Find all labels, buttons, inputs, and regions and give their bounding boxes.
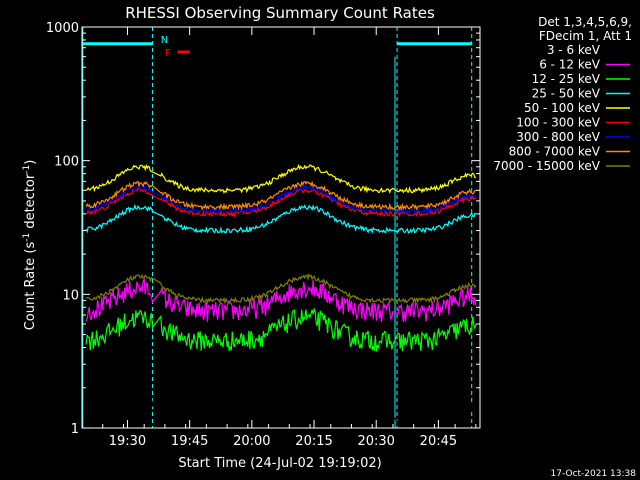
- legend-label-8: 7000 - 15000 keV: [493, 159, 600, 173]
- x-tick-label-3: 20:15: [295, 434, 332, 449]
- series-2: [85, 306, 477, 352]
- legend-label-2: 12 - 25 keV: [532, 72, 601, 86]
- legend-header-line-2: FDecim 1, Att 1: [539, 29, 632, 43]
- series-3: [85, 203, 477, 235]
- series-8: [85, 273, 477, 305]
- x-tick-label-2: 20:00: [233, 434, 270, 449]
- y-tick-label-3: 1000: [46, 21, 79, 36]
- legend-label-0: 3 - 6 keV: [547, 43, 601, 57]
- series-line-7: [85, 180, 477, 212]
- series-line-8: [85, 273, 477, 305]
- legend-label-5: 100 - 300 keV: [516, 116, 600, 130]
- series-0: [85, 356, 477, 429]
- axes: 1 10 100 1000 19:30 19:45 20:00 20:15 20:30 20:45: [46, 21, 481, 449]
- timestamp: 17-Oct-2021 13:38: [551, 469, 637, 479]
- y-axis-label: Count Rate (s-1 detector-1): [22, 160, 38, 331]
- series-line-3: [85, 203, 477, 235]
- legend-label-1: 6 - 12 keV: [539, 58, 601, 72]
- legend-header-line-1: Det 1,3,4,5,6,9,: [538, 15, 632, 29]
- series-line-4: [85, 163, 477, 194]
- series-line-5: [85, 187, 477, 219]
- series-line-0: [85, 356, 477, 429]
- chart-title: RHESSI Observing Summary Count Rates: [125, 4, 435, 22]
- series-1: [85, 277, 477, 323]
- series-line-2: [85, 306, 477, 352]
- y-tick-label-0: 1: [71, 422, 79, 437]
- x-tick-label-5: 20:45: [420, 434, 457, 449]
- x-tick-label-1: 19:45: [171, 434, 208, 449]
- series-5: [85, 187, 477, 219]
- plot-frame: [81, 26, 481, 429]
- legend: Det 1,3,4,5,6,9, FDecim 1, Att 1 3 - 6 k…: [493, 15, 632, 173]
- y-tick-label-2: 100: [54, 155, 79, 170]
- legend-label-7: 800 - 7000 keV: [509, 145, 601, 159]
- legend-label-6: 300 - 800 keV: [516, 130, 600, 144]
- series-4: [85, 163, 477, 194]
- flag-f-label: F: [165, 48, 171, 59]
- legend-label-4: 50 - 100 keV: [524, 101, 601, 115]
- x-tick-label-4: 20:30: [357, 434, 394, 449]
- x-axis-label: Start Time (24-Jul-02 19:19:02): [178, 456, 381, 471]
- y-tick-label-1: 10: [62, 288, 79, 303]
- plot-area: NF: [81, 27, 477, 429]
- flag-n-label: N: [161, 35, 168, 46]
- series-7: [85, 180, 477, 212]
- series-line-1: [85, 277, 477, 323]
- x-tick-label-0: 19:30: [109, 434, 146, 449]
- legend-label-3: 25 - 50 keV: [532, 87, 601, 101]
